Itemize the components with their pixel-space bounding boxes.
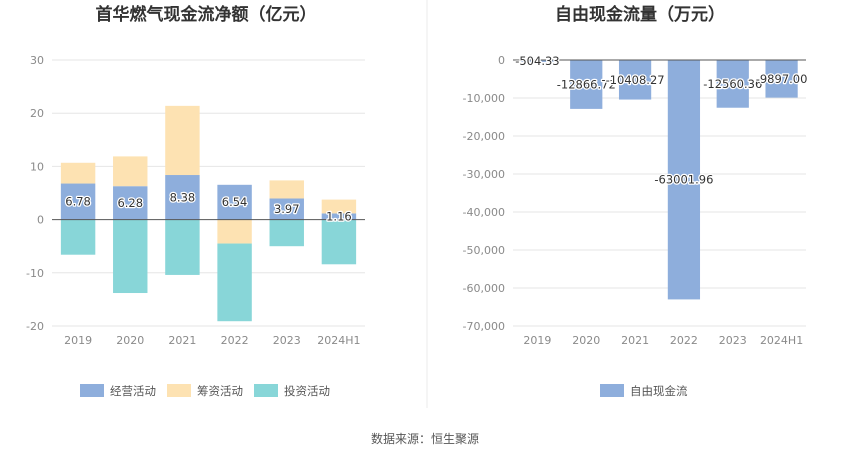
y-tick-label: 30 [30,54,44,67]
y-tick-label: 20 [30,107,44,120]
y-tick-label: -30,000 [463,168,505,181]
bar-series-2 [165,219,200,275]
x-tick-label: 2019 [523,334,551,347]
y-tick-label: 0 [498,54,505,67]
y-tick-label: -60,000 [463,282,505,295]
y-tick-label: -70,000 [463,320,505,333]
data-label: -10408.27 [606,73,665,87]
y-tick-label: -10 [26,267,44,280]
data-label: -12560.36 [703,77,762,91]
x-tick-label: 2022 [670,334,698,347]
y-tick-label: -40,000 [463,206,505,219]
legend-label: 筹资活动 [197,384,243,398]
legend-swatch [80,384,104,397]
bar-primary [165,175,200,220]
x-tick-label: 2021 [621,334,649,347]
bar-primary [570,60,603,109]
data-label: 8.38 [170,190,196,204]
data-label: -63001.96 [654,173,713,187]
bar-series-1 [217,219,252,244]
legend-swatch [254,384,278,397]
bar-series-1 [60,162,96,184]
data-label: 1.16 [326,210,352,224]
data-label: 6.78 [65,195,91,209]
bar-series-1 [113,156,148,187]
legend-swatch [167,384,191,397]
legend-label: 自由现金流 [630,384,688,398]
bar-series-2 [113,219,148,294]
x-tick-label: 2019 [64,334,92,347]
bar-primary [618,60,652,100]
x-tick-label: 2023 [719,334,747,347]
y-tick-label: -50,000 [463,244,505,257]
bar-primary [217,184,252,220]
x-tick-label: 2023 [273,334,301,347]
data-label: 3.97 [274,202,300,216]
source-label: 数据来源：恒生聚源 [371,431,479,446]
chart-title: 自由现金流量（万元） [555,4,725,25]
bar-primary [113,186,148,220]
x-tick-label: 2024H1 [317,334,360,347]
x-tick-label: 2022 [221,334,249,347]
bar-primary [765,60,798,98]
data-label: 6.54 [222,195,248,209]
x-tick-label: 2024H1 [760,334,803,347]
y-tick-label: -10,000 [463,92,505,105]
bar-series-2 [269,219,304,247]
bar-primary [716,60,749,108]
legend-label: 经营活动 [110,384,156,398]
x-tick-label: 2020 [116,334,144,347]
bar-series-2 [321,219,357,265]
x-tick-label: 2020 [572,334,600,347]
y-tick-label: 0 [37,214,44,227]
legend-label: 投资活动 [284,384,330,398]
data-label: 6.28 [117,196,143,210]
legend-swatch [600,384,624,397]
bar-primary [667,60,701,300]
y-tick-label: -20 [26,320,44,333]
bar-series-2 [60,219,96,255]
y-tick-label: -20,000 [463,130,505,143]
bar-series-1 [165,105,200,176]
data-label: -504.33 [515,54,559,68]
data-label: -12866.72 [557,77,616,91]
bar-primary [269,198,304,220]
bar-series-2 [217,243,252,322]
data-label: -9897.00 [756,72,808,86]
chart-title: 首华燃气现金流净额（亿元） [96,4,317,25]
bar-series-1 [269,180,304,199]
bar-primary [60,183,96,220]
bar-primary [521,60,554,62]
bar-series-1 [321,199,357,214]
bar-primary [321,213,357,220]
y-tick-label: 10 [30,160,44,173]
x-tick-label: 2021 [168,334,196,347]
